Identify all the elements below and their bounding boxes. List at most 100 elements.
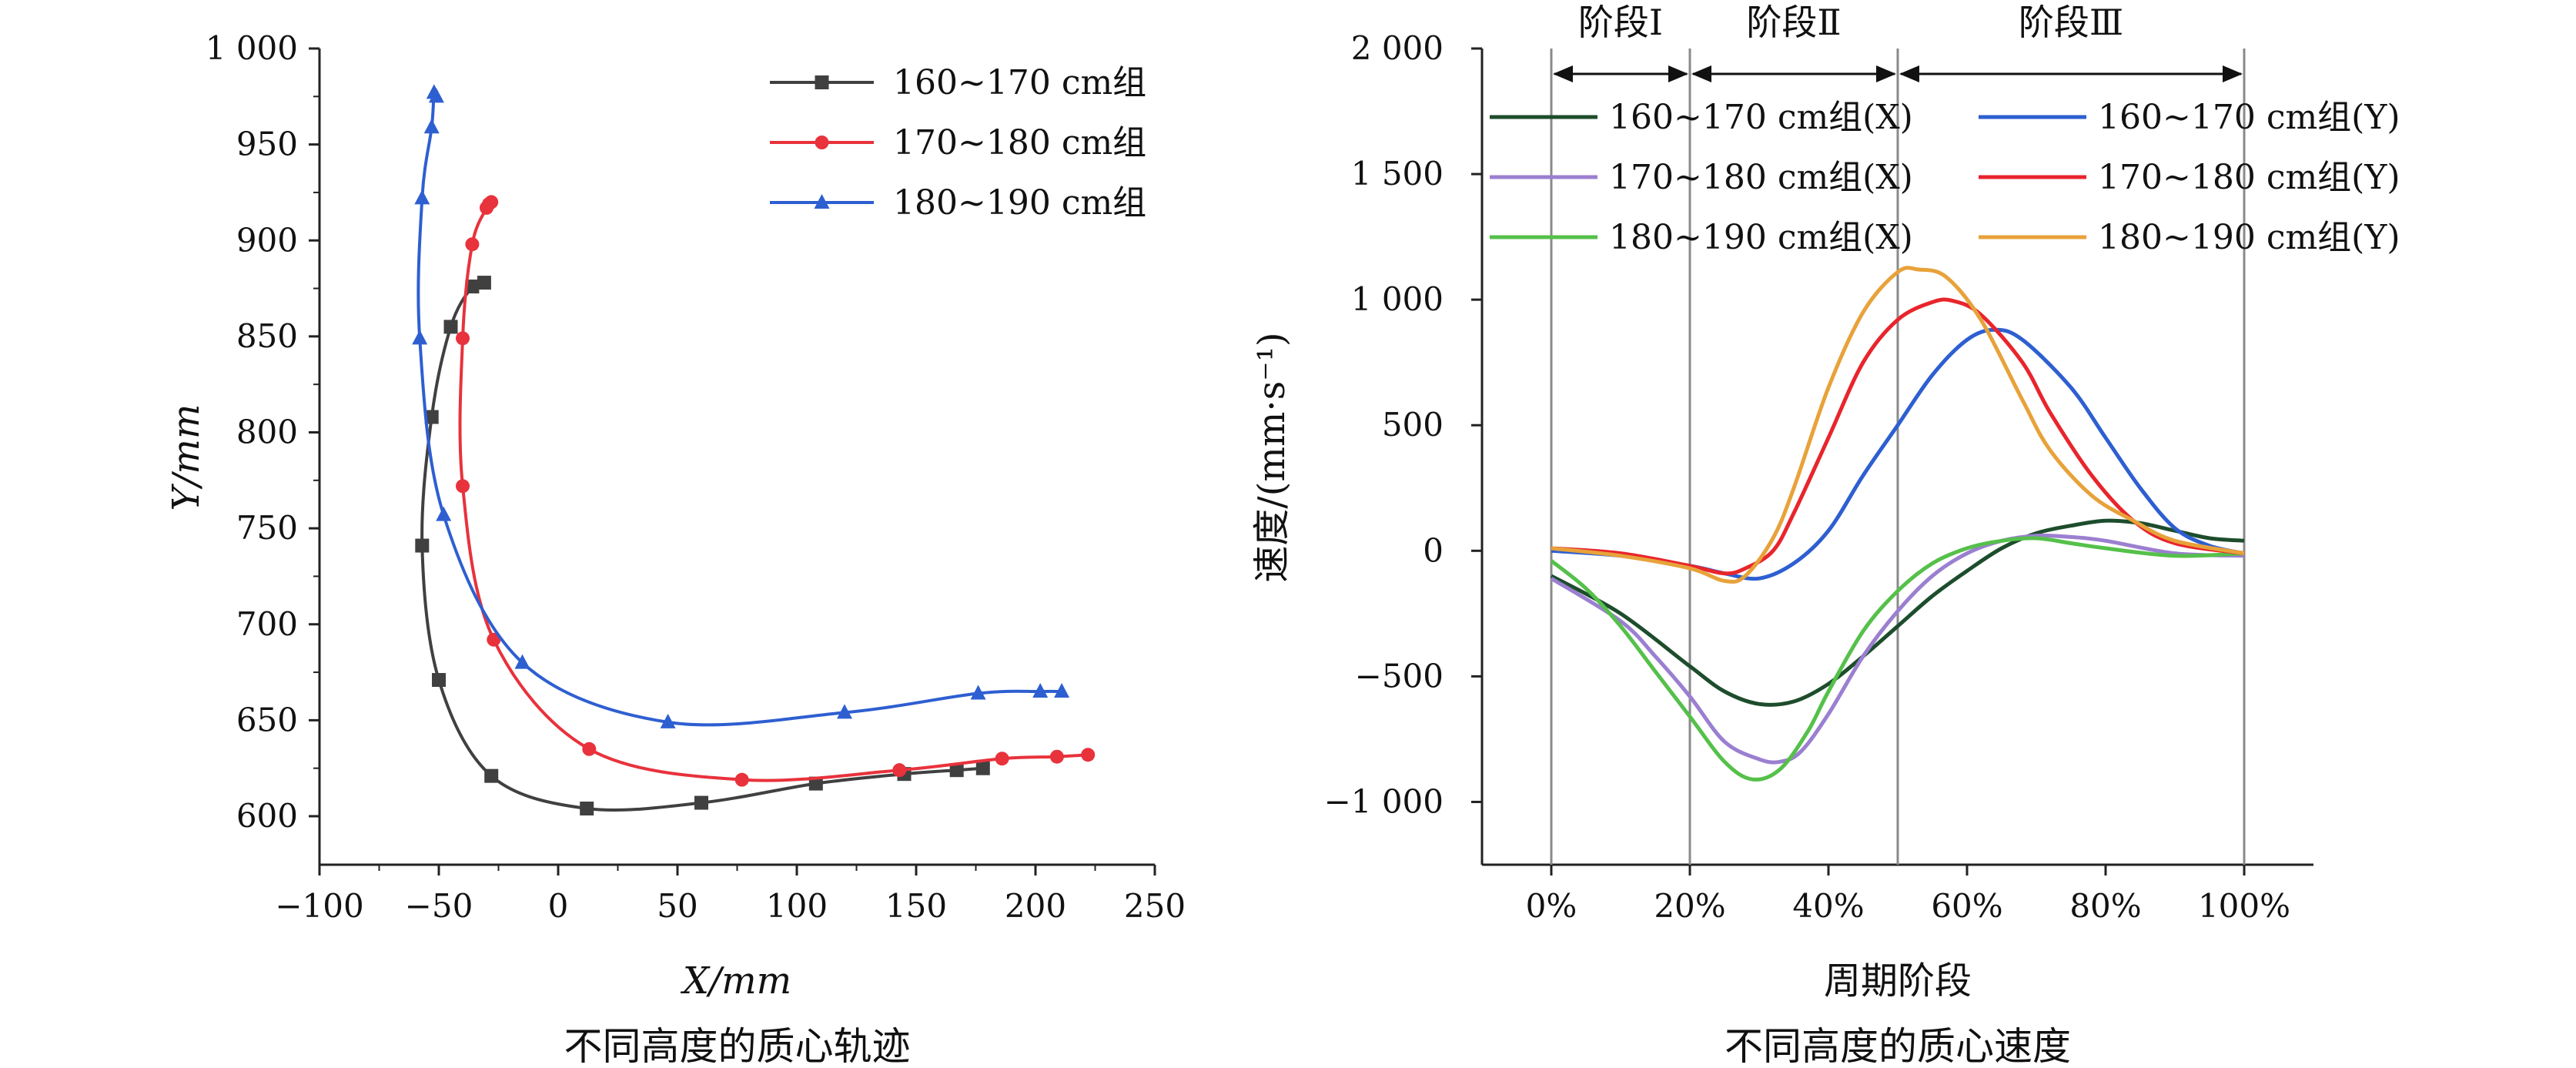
y-tick-label: 1 500 bbox=[1351, 155, 1444, 193]
phase-arrowhead-left bbox=[1899, 65, 1919, 82]
data-point-circle bbox=[480, 200, 493, 215]
legend-marker-triangle bbox=[814, 194, 830, 209]
x-tick-label: −50 bbox=[405, 887, 473, 925]
data-point-circle bbox=[456, 331, 470, 346]
legend-label: 170~180 cm组(X) bbox=[1609, 158, 1913, 197]
legend-label: 170~180 cm组 bbox=[893, 123, 1146, 162]
x-axis-title: X/mm bbox=[680, 959, 791, 1003]
data-point-circle bbox=[734, 772, 749, 787]
x-tick-label: 200 bbox=[1005, 887, 1066, 925]
data-point-square bbox=[432, 673, 446, 688]
data-point-square bbox=[443, 320, 458, 334]
phase-arrowhead-left bbox=[1691, 65, 1711, 82]
y-tick-label: 700 bbox=[236, 605, 298, 643]
legend-marker-square bbox=[815, 75, 829, 89]
y-tick-label: 600 bbox=[236, 797, 298, 835]
y-tick-label: −1 000 bbox=[1324, 782, 1444, 820]
data-point-triangle bbox=[436, 506, 452, 521]
y-tick-label: 500 bbox=[1382, 406, 1444, 444]
y-tick-label: 2 000 bbox=[1351, 29, 1444, 67]
data-point-circle bbox=[892, 763, 907, 778]
legend-label: 160~170 cm组 bbox=[893, 63, 1146, 102]
legend-marker-circle bbox=[815, 136, 829, 149]
data-point-square bbox=[415, 538, 430, 553]
x-tick-label: 60% bbox=[1931, 887, 2002, 925]
data-point-circle bbox=[465, 237, 480, 252]
data-point-square bbox=[694, 795, 708, 810]
data-point-circle bbox=[456, 479, 470, 494]
data-point-triangle bbox=[1032, 682, 1049, 698]
series-line bbox=[1551, 266, 2245, 584]
x-tick-label: 40% bbox=[1792, 887, 1864, 925]
data-point-circle bbox=[1049, 749, 1064, 764]
data-point-square bbox=[477, 276, 491, 290]
chart-caption: 不同高度的质心速度 bbox=[1725, 1024, 2071, 1068]
y-axis-title: Y/mm bbox=[165, 404, 208, 511]
phase-label: 阶段Ⅲ bbox=[2019, 2, 2123, 43]
data-point-triangle bbox=[426, 84, 442, 99]
data-point-square bbox=[975, 761, 990, 775]
phase-arrowhead-right bbox=[2223, 65, 2243, 82]
y-tick-label: −500 bbox=[1355, 657, 1444, 695]
data-point-triangle bbox=[423, 119, 440, 134]
legend-label: 160~170 cm组(X) bbox=[1609, 98, 1913, 137]
x-tick-label: 50 bbox=[657, 887, 698, 925]
y-tick-label: 800 bbox=[236, 413, 298, 451]
series-line bbox=[1550, 536, 2245, 782]
y-tick-label: 0 bbox=[1423, 531, 1444, 569]
y-tick-label: 1 000 bbox=[206, 29, 298, 67]
velocity-chart: 0% 20% 40% 60% 80% 100% −1 000 −500 0 500 1 000 1 5… bbox=[1250, 2, 2400, 1068]
data-point-square bbox=[949, 763, 964, 778]
x-tick-label: −100 bbox=[275, 887, 363, 925]
legend-label: 180~190 cm组(X) bbox=[1609, 218, 1913, 257]
x-axis-title: 周期阶段 bbox=[1824, 959, 1972, 1003]
legend-label: 160~170 cm组(Y) bbox=[2098, 98, 2400, 137]
phase-arrowhead-right bbox=[1668, 65, 1688, 82]
data-point-triangle bbox=[1054, 682, 1070, 698]
data-point-triangle bbox=[412, 330, 428, 345]
phase-arrowhead-left bbox=[1553, 65, 1573, 82]
legend-label: 170~180 cm组(Y) bbox=[2098, 158, 2400, 197]
x-tick-label: 100% bbox=[2198, 887, 2290, 925]
data-point-triangle bbox=[660, 713, 676, 728]
data-point-square bbox=[424, 410, 439, 424]
x-tick-label: 100 bbox=[766, 887, 828, 925]
y-axis-title: 速度/(mm·s⁻¹) bbox=[1250, 332, 1293, 582]
y-tick-label: 750 bbox=[236, 509, 298, 547]
legend-label: 180~190 cm组 bbox=[893, 183, 1146, 223]
data-point-circle bbox=[582, 742, 597, 756]
series-line bbox=[417, 89, 1062, 727]
data-point-triangle bbox=[837, 704, 852, 719]
x-tick-label: 0 bbox=[548, 887, 569, 925]
y-tick-label: 1 000 bbox=[1351, 280, 1444, 318]
x-tick-label: 80% bbox=[2069, 887, 2141, 925]
y-tick-label: 850 bbox=[236, 317, 298, 355]
y-tick-label: 950 bbox=[236, 126, 298, 163]
series-line bbox=[458, 200, 1089, 782]
data-point-square bbox=[484, 768, 499, 783]
x-tick-label: 250 bbox=[1124, 887, 1186, 925]
series-line bbox=[1551, 297, 2245, 576]
data-point-circle bbox=[487, 632, 501, 647]
data-point-square bbox=[808, 776, 823, 791]
phase-label: 阶段Ⅰ bbox=[1578, 2, 1663, 43]
x-tick-label: 0% bbox=[1526, 887, 1577, 925]
data-point-square bbox=[465, 280, 480, 294]
x-tick-label: 20% bbox=[1654, 887, 1725, 925]
y-tick-label: 650 bbox=[236, 701, 298, 738]
data-point-triangle bbox=[414, 189, 430, 205]
trajectory-chart: −100 −50 0 50 100 150 200 250 600 650 700 750 800 850… bbox=[165, 29, 1186, 1068]
x-tick-label: 150 bbox=[885, 887, 947, 925]
legend-label: 180~190 cm组(Y) bbox=[2098, 218, 2400, 257]
series-line bbox=[1550, 533, 2245, 765]
data-point-square bbox=[580, 802, 594, 816]
series-line bbox=[420, 280, 983, 812]
phase-label: 阶段Ⅱ bbox=[1746, 2, 1841, 43]
data-point-circle bbox=[995, 752, 1009, 766]
chart-caption: 不同高度的质心轨迹 bbox=[564, 1024, 911, 1068]
y-tick-label: 900 bbox=[236, 221, 298, 259]
data-point-circle bbox=[1081, 748, 1096, 762]
data-point-triangle bbox=[514, 654, 530, 669]
phase-arrowhead-right bbox=[1876, 65, 1896, 82]
